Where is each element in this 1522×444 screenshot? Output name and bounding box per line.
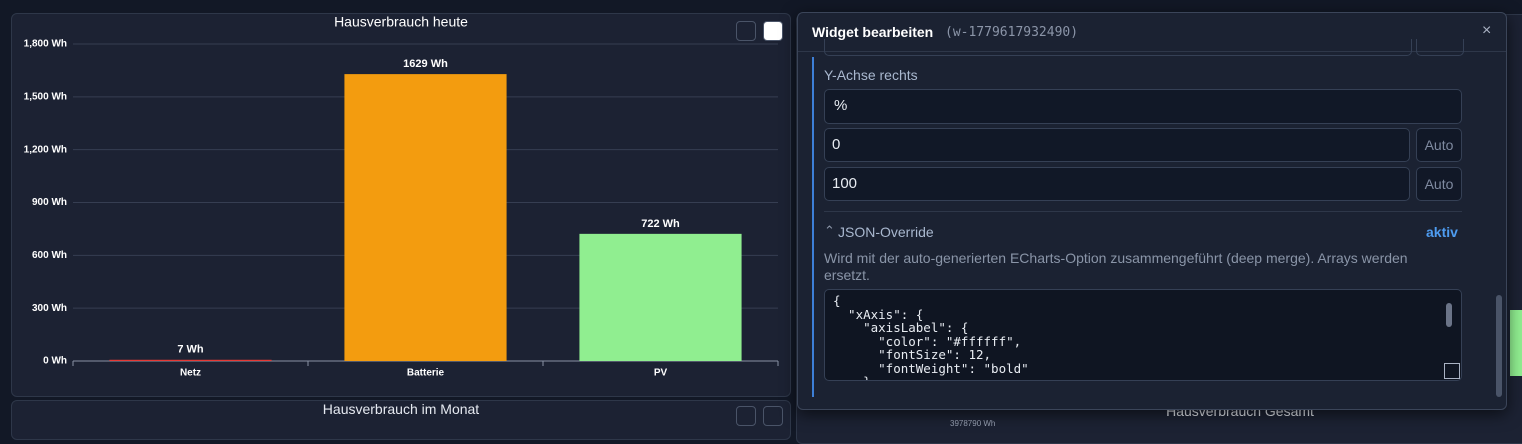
- chart-title: Hausverbrauch heute: [334, 14, 468, 30]
- code-line: "color": "#ffffff",: [833, 333, 1022, 349]
- y-tick-label: 300 Wh: [32, 303, 67, 314]
- section-title: Y-Achse rechts: [824, 67, 918, 83]
- color-button[interactable]: [763, 21, 783, 41]
- y-tick-label: 1,500 Wh: [24, 91, 67, 102]
- code-line: "fontWeight": "bold": [833, 360, 1029, 376]
- bar: [109, 359, 272, 361]
- y-tick-label: 1,800 Wh: [24, 39, 67, 50]
- json-title[interactable]: JSON-Override: [838, 224, 934, 240]
- y-tick-label: 1,200 Wh: [24, 144, 67, 155]
- json-status: aktiv: [1426, 224, 1458, 240]
- json-description: Wird mit der auto-generierten ECharts-Op…: [824, 250, 1408, 283]
- button-top[interactable]: [1416, 39, 1464, 56]
- collapse-button[interactable]: [763, 406, 783, 426]
- code-line: "axisLabel": {: [833, 320, 969, 335]
- y-tick-label: 0 Wh: [43, 356, 67, 367]
- code-line: "fontSize": 12,: [833, 347, 992, 362]
- max-input[interactable]: 100: [824, 167, 1410, 201]
- layers-button[interactable]: [736, 21, 756, 41]
- y-tick-label: 600 Wh: [32, 250, 67, 261]
- json-editor[interactable]: { "xAxis": { "axisLabel": { "color": "#f…: [824, 289, 1462, 381]
- unit-input[interactable]: %: [824, 89, 1462, 124]
- widget-id: (w-1779617932490): [945, 25, 1079, 40]
- input-top[interactable]: [824, 39, 1412, 56]
- value-label: 1629 Wh: [403, 58, 448, 70]
- auto-button[interactable]: Auto: [1416, 128, 1462, 162]
- edit-dialog: Widget bearbeiten (w-1779617932490) × Y-…: [797, 12, 1507, 410]
- total-value: 3978790 Wh: [950, 419, 996, 428]
- x-tick-label: Netz: [180, 368, 201, 379]
- editor-scroll-thumb[interactable]: [1446, 303, 1452, 327]
- code-line: "xAxis": {: [833, 306, 924, 322]
- x-tick-label: PV: [654, 368, 668, 379]
- y-tick-label: 900 Wh: [32, 197, 67, 208]
- x-tick-label: Batterie: [407, 368, 445, 379]
- value-label: 7 Wh: [177, 344, 204, 356]
- code-line: }: [833, 375, 1453, 380]
- layers-button[interactable]: [736, 406, 756, 426]
- close-button[interactable]: ×: [1482, 22, 1492, 39]
- total-bar: [1510, 310, 1522, 376]
- bar: [344, 74, 507, 362]
- monthly-title: Hausverbrauch im Monat: [322, 401, 480, 417]
- code-line: {: [833, 293, 841, 308]
- dialog-title: Widget bearbeiten: [812, 24, 934, 40]
- bar: [579, 233, 742, 361]
- min-input[interactable]: 0: [824, 128, 1410, 162]
- value-label: 722 Wh: [641, 218, 680, 230]
- resize-handle[interactable]: [1444, 363, 1460, 379]
- chart: Hausverbrauch heute 0 Wh 300 Wh 600 Wh 900 …: [24, 14, 779, 379]
- separator: [824, 211, 1462, 212]
- section-accent: [812, 57, 814, 397]
- screen: {"chart_data": {"type": "bar", "title": …: [11, 12, 1522, 444]
- auto-button[interactable]: Auto: [1416, 167, 1462, 201]
- dialog-header: [798, 13, 1506, 52]
- dialog-scroll-thumb[interactable]: [1496, 295, 1502, 397]
- collapse-icon[interactable]: ⌃: [824, 223, 835, 238]
